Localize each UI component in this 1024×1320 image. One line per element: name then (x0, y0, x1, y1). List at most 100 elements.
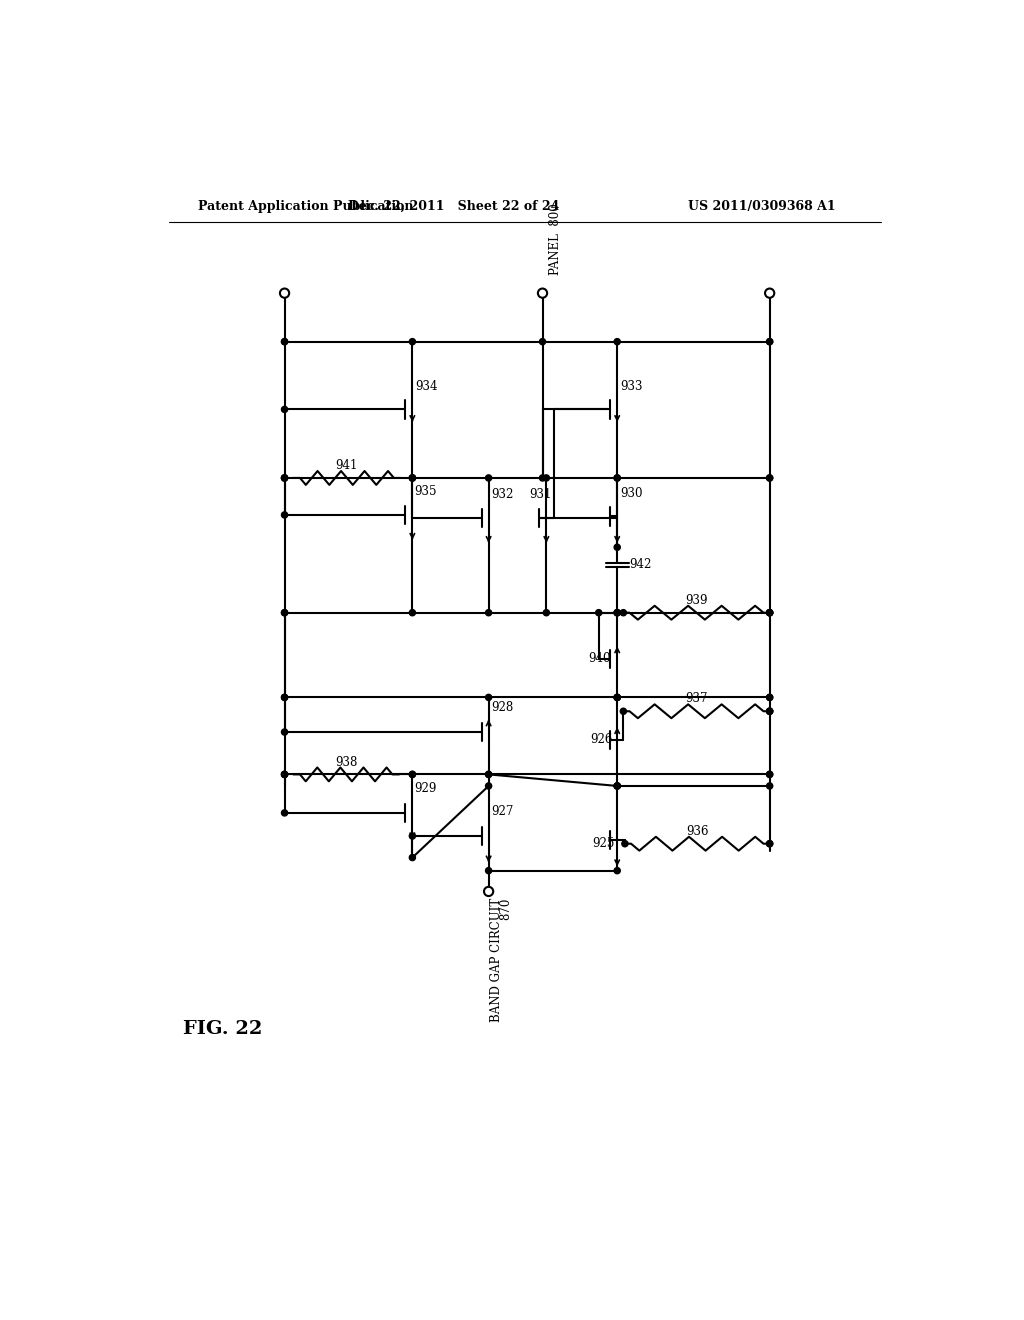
Text: Dec. 22, 2011   Sheet 22 of 24: Dec. 22, 2011 Sheet 22 of 24 (348, 199, 560, 213)
Text: 936: 936 (686, 825, 709, 838)
Circle shape (621, 708, 627, 714)
Circle shape (540, 339, 546, 345)
Circle shape (614, 783, 621, 789)
Text: 930: 930 (621, 487, 643, 500)
Circle shape (484, 887, 494, 896)
Circle shape (540, 475, 546, 480)
Text: BAND GAP CIRCUIT: BAND GAP CIRCUIT (489, 898, 503, 1022)
Circle shape (622, 841, 628, 847)
Circle shape (282, 610, 288, 615)
Text: 933: 933 (621, 380, 643, 393)
Circle shape (282, 610, 288, 615)
Circle shape (767, 783, 773, 789)
Text: 928: 928 (490, 701, 513, 714)
Circle shape (485, 694, 492, 701)
Circle shape (280, 289, 289, 298)
Circle shape (538, 289, 547, 298)
Text: PANEL  800: PANEL 800 (549, 203, 562, 276)
Circle shape (767, 708, 773, 714)
Circle shape (410, 610, 416, 615)
Circle shape (410, 833, 416, 840)
Text: 926: 926 (590, 733, 612, 746)
Circle shape (614, 339, 621, 345)
Circle shape (282, 771, 288, 777)
Circle shape (282, 475, 288, 480)
Text: US 2011/0309368 A1: US 2011/0309368 A1 (688, 199, 836, 213)
Circle shape (410, 475, 416, 480)
Text: FIG. 22: FIG. 22 (183, 1019, 262, 1038)
Circle shape (410, 771, 416, 777)
Circle shape (410, 854, 416, 861)
Circle shape (767, 841, 773, 847)
Circle shape (767, 610, 773, 615)
Circle shape (767, 708, 773, 714)
Circle shape (614, 694, 621, 701)
Text: 942: 942 (630, 558, 652, 572)
Text: 934: 934 (416, 380, 438, 393)
Circle shape (767, 610, 773, 615)
Circle shape (765, 289, 774, 298)
Text: 929: 929 (415, 781, 437, 795)
Text: 939: 939 (685, 594, 708, 607)
Circle shape (767, 339, 773, 345)
Circle shape (767, 694, 773, 701)
Circle shape (485, 771, 492, 777)
Circle shape (485, 771, 492, 777)
Circle shape (282, 339, 288, 345)
Text: 941: 941 (336, 459, 358, 473)
Circle shape (767, 339, 773, 345)
Circle shape (767, 771, 773, 777)
Circle shape (544, 475, 550, 480)
Text: 935: 935 (415, 486, 437, 499)
Circle shape (596, 610, 602, 615)
Circle shape (614, 610, 621, 615)
Circle shape (410, 339, 416, 345)
Circle shape (485, 475, 492, 480)
Circle shape (282, 694, 288, 701)
Circle shape (410, 475, 416, 480)
Circle shape (767, 610, 773, 615)
Circle shape (485, 610, 492, 615)
Text: 927: 927 (490, 805, 513, 818)
Circle shape (767, 771, 773, 777)
Circle shape (282, 771, 288, 777)
Circle shape (614, 610, 621, 615)
Circle shape (614, 544, 621, 550)
Circle shape (767, 708, 773, 714)
Circle shape (410, 771, 416, 777)
Circle shape (485, 867, 492, 874)
Circle shape (282, 729, 288, 735)
Circle shape (282, 339, 288, 345)
Circle shape (767, 475, 773, 480)
Circle shape (614, 694, 621, 701)
Circle shape (614, 694, 621, 701)
Text: 940: 940 (588, 652, 610, 665)
Circle shape (485, 783, 492, 789)
Text: Patent Application Publication: Patent Application Publication (199, 199, 414, 213)
Circle shape (282, 771, 288, 777)
Text: 932: 932 (490, 488, 513, 502)
Circle shape (282, 475, 288, 480)
Circle shape (767, 475, 773, 480)
Circle shape (767, 694, 773, 701)
Circle shape (614, 867, 621, 874)
Text: 937: 937 (685, 693, 708, 705)
Circle shape (544, 610, 550, 615)
Text: 870: 870 (499, 898, 512, 920)
Circle shape (282, 809, 288, 816)
Circle shape (282, 512, 288, 517)
Circle shape (410, 475, 416, 480)
Circle shape (614, 475, 621, 480)
Circle shape (614, 783, 621, 789)
Circle shape (614, 783, 621, 789)
Text: 938: 938 (335, 755, 357, 768)
Circle shape (282, 694, 288, 701)
Text: 931: 931 (529, 488, 552, 502)
Circle shape (282, 475, 288, 480)
Circle shape (767, 841, 773, 847)
Circle shape (767, 610, 773, 615)
Circle shape (614, 475, 621, 480)
Text: 925: 925 (593, 837, 615, 850)
Circle shape (614, 610, 621, 615)
Circle shape (621, 610, 627, 615)
